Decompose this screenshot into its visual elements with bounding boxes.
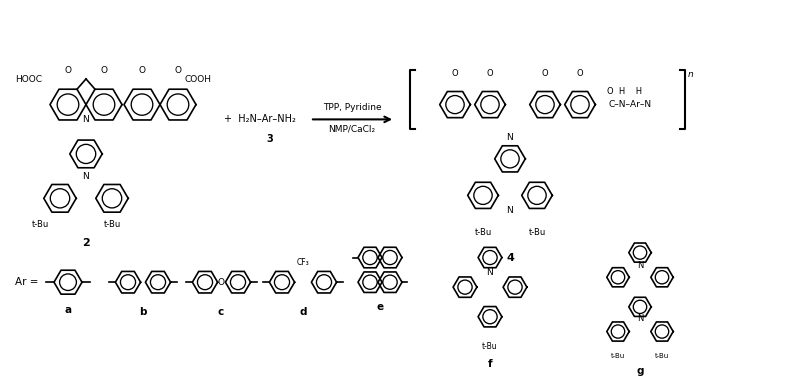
Text: b: b [139,307,147,317]
Text: t-Bu: t-Bu [103,220,120,229]
Text: N: N [83,115,89,124]
Text: t-Bu: t-Bu [654,353,668,359]
Text: t-Bu: t-Bu [528,228,545,237]
Text: N: N [506,133,512,142]
Text: N: N [486,268,492,277]
Text: N: N [636,314,642,323]
Text: f: f [487,359,492,369]
Text: N: N [83,172,89,181]
Text: O  H    H: O H H [606,87,642,96]
Text: 3: 3 [266,134,273,144]
Text: t-Bu: t-Bu [610,353,624,359]
Text: O: O [451,68,458,77]
Text: HOOC: HOOC [15,76,42,85]
Text: O: O [64,65,71,74]
Text: t-Bu: t-Bu [31,220,49,229]
Text: O: O [541,68,548,77]
Text: NMP/CaCl₂: NMP/CaCl₂ [328,125,375,134]
Text: TPP, Pyridine: TPP, Pyridine [322,103,381,112]
Text: O: O [174,65,181,74]
Text: t-Bu: t-Bu [474,228,491,237]
Text: C–N–Ar–N: C–N–Ar–N [608,100,650,109]
Text: O: O [138,65,145,74]
Text: COOH: COOH [184,76,212,85]
Text: t-Bu: t-Bu [481,342,497,351]
Text: N: N [636,261,642,270]
Text: +  H₂N–Ar–NH₂: + H₂N–Ar–NH₂ [224,114,296,124]
Text: O: O [576,68,582,77]
Text: d: d [299,307,306,317]
Text: n: n [687,70,693,79]
Text: CF₃: CF₃ [296,258,309,267]
Text: g: g [635,366,643,376]
Text: O: O [100,65,107,74]
Text: O: O [217,278,225,287]
Text: 2: 2 [82,238,90,248]
Text: c: c [217,307,224,317]
Text: a: a [64,305,71,315]
Text: 4: 4 [505,253,513,262]
Text: Ar =: Ar = [15,277,38,287]
Text: O: O [486,68,492,77]
Text: N: N [506,206,512,215]
Text: e: e [376,302,383,312]
